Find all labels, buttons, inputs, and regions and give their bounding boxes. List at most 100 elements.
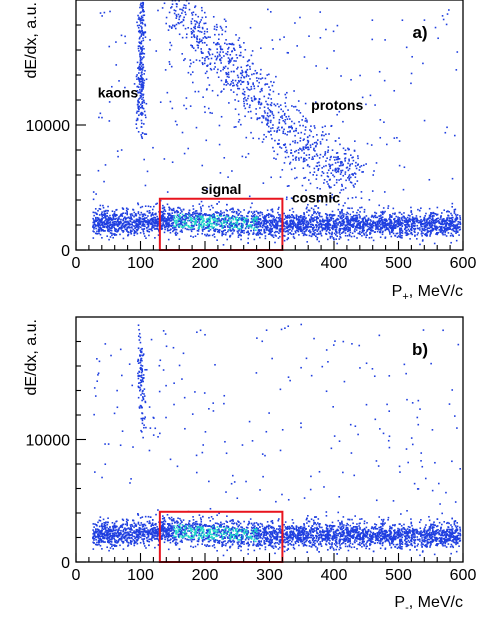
scatter-point <box>104 164 107 166</box>
scatter-point <box>401 19 404 22</box>
scatter-point <box>283 162 286 164</box>
scatter-point <box>303 233 305 235</box>
scatter-point <box>259 103 262 106</box>
scatter-point <box>348 167 351 170</box>
scatter-point <box>316 187 319 189</box>
scatter-point <box>339 213 341 215</box>
scatter-point <box>221 48 224 51</box>
scatter-point <box>301 119 303 121</box>
scatter-point <box>124 225 127 227</box>
scatter-point <box>194 6 196 9</box>
scatter-point <box>122 217 125 220</box>
scatter-point <box>278 118 281 121</box>
scatter-point <box>319 36 322 39</box>
scatter-point <box>228 228 231 231</box>
scatter-point <box>365 220 367 223</box>
scatter-point <box>94 219 97 222</box>
scatter-point <box>310 130 312 133</box>
scatter-point <box>179 207 181 210</box>
scatter-point <box>332 222 335 224</box>
scatter-point <box>190 214 193 216</box>
scatter-point <box>448 219 450 222</box>
scatter-point <box>449 220 451 223</box>
scatter-point <box>138 114 140 117</box>
scatter-point <box>102 206 105 209</box>
scatter-point <box>206 222 209 224</box>
scatter-point <box>216 220 219 223</box>
scatter-point <box>308 148 310 151</box>
scatter-point <box>206 188 208 190</box>
scatter-point <box>425 219 428 222</box>
scatter-point <box>201 63 204 66</box>
scatter-point <box>451 225 454 227</box>
scatter-point <box>335 238 338 240</box>
scatter-point <box>144 217 146 219</box>
scatter-point <box>182 24 185 27</box>
scatter-point <box>437 226 439 229</box>
scatter-point <box>185 214 187 217</box>
scatter-point <box>353 149 356 152</box>
scatter-point <box>219 225 221 228</box>
scatter-point <box>323 227 326 230</box>
scatter-point <box>221 29 224 31</box>
scatter-point <box>265 227 268 230</box>
scatter-point <box>429 216 431 219</box>
scatter-point <box>182 9 184 12</box>
scatter-point <box>449 223 451 225</box>
scatter-point <box>241 224 243 227</box>
scatter-point <box>162 222 164 224</box>
scatter-point <box>276 221 278 223</box>
scatter-point <box>422 223 424 225</box>
scatter-point <box>141 71 143 73</box>
scatter-point <box>355 226 357 229</box>
scatter-point <box>228 60 231 62</box>
scatter-point <box>379 236 382 239</box>
scatter-point <box>99 208 102 210</box>
scatter-point <box>237 121 240 123</box>
scatter-point <box>245 75 248 78</box>
scatter-point <box>197 44 200 47</box>
scatter-point <box>230 58 233 60</box>
scatter-point <box>306 121 308 123</box>
scatter-point <box>140 103 142 106</box>
scatter-point <box>200 6 203 9</box>
scatter-point <box>413 230 416 233</box>
scatter-point <box>172 221 175 224</box>
scatter-point <box>285 230 288 233</box>
scatter-point <box>220 62 222 64</box>
scatter-point <box>256 232 259 235</box>
scatter-point <box>339 235 341 238</box>
scatter-point <box>297 100 300 102</box>
scatter-point <box>231 222 233 225</box>
scatter-point <box>373 170 375 172</box>
scatter-point <box>216 211 218 214</box>
scatter-point <box>248 210 251 213</box>
scatter-point <box>148 209 151 212</box>
scatter-point <box>345 227 348 230</box>
scatter-point <box>366 219 369 222</box>
scatter-point <box>445 229 448 232</box>
scatter-point <box>278 213 280 216</box>
scatter-point <box>391 231 394 233</box>
scatter-point <box>229 209 231 211</box>
scatter-point <box>330 217 332 220</box>
scatter-point <box>210 68 213 71</box>
scatter-point <box>168 221 170 224</box>
scatter-point <box>200 222 203 224</box>
scatter-point <box>274 223 277 226</box>
scatter-point <box>308 226 311 228</box>
scatter-point <box>191 220 193 222</box>
scatter-point <box>209 111 211 114</box>
scatter-point <box>266 226 269 229</box>
scatter-point <box>271 127 274 129</box>
scatter-point <box>345 229 347 231</box>
scatter-point <box>310 216 313 219</box>
scatter-point <box>232 217 234 220</box>
scatter-point <box>164 228 166 231</box>
scatter-point <box>379 223 382 226</box>
scatter-point <box>457 220 459 223</box>
scatter-point <box>187 224 189 227</box>
scatter-point <box>230 230 232 232</box>
scatter-point <box>259 90 262 93</box>
scatter-point <box>112 215 115 218</box>
